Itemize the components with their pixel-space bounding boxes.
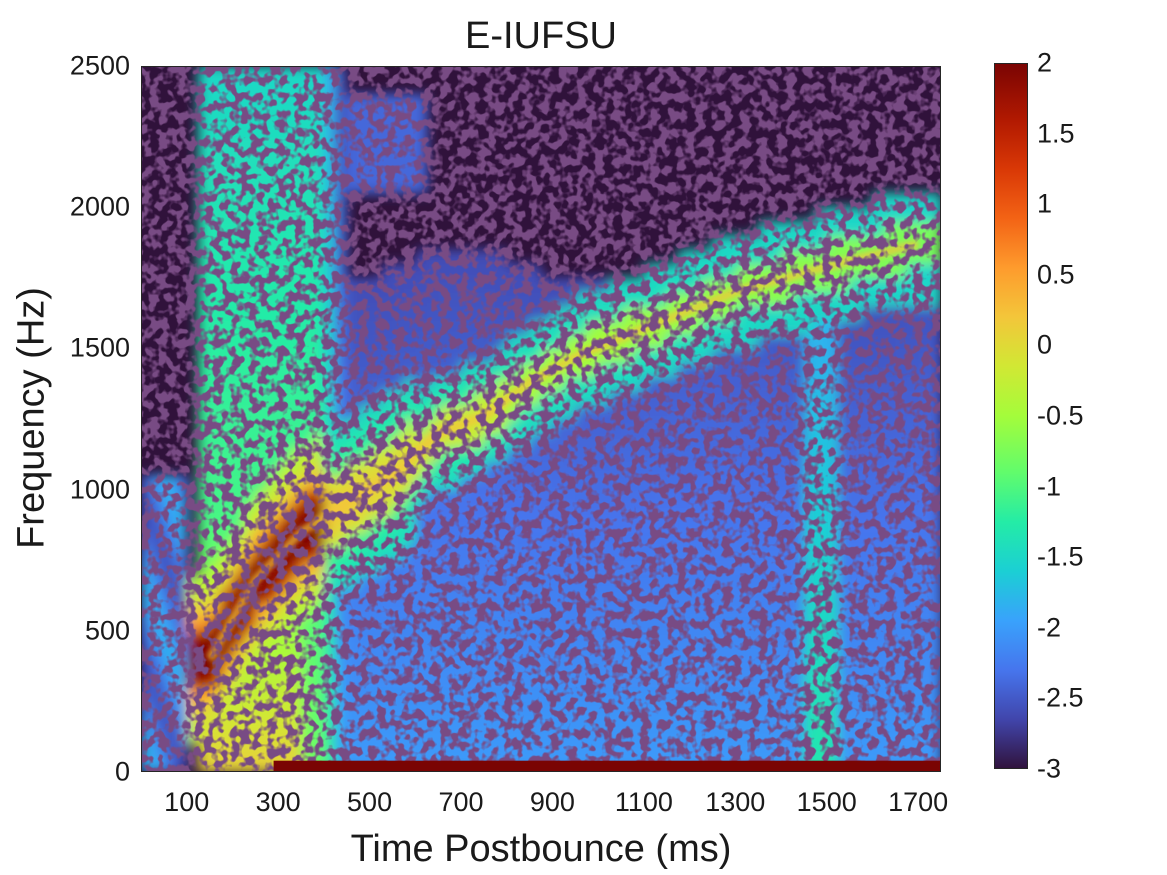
plot-area	[141, 66, 941, 772]
x-tick-label: 1300	[705, 787, 766, 817]
colorbar-tick-label: -0.5	[1037, 400, 1084, 431]
colorbar-tick-label: 2	[1037, 47, 1053, 78]
spectrogram-heatmap	[141, 66, 941, 772]
colorbar-tick-label: 0.5	[1037, 259, 1075, 290]
y-tick-label: 500	[84, 615, 130, 646]
colorbar-gradient	[994, 63, 1028, 769]
x-axis-label: Time Postbounce (ms)	[350, 828, 732, 870]
x-tick-label: 1500	[796, 787, 857, 817]
x-tick-label: 1700	[888, 787, 949, 817]
y-tick-label: 2500	[69, 50, 130, 81]
colorbar-tick-label: -3	[1037, 753, 1062, 784]
chart-title: E-IUFSU	[465, 15, 617, 57]
x-tick-label: 700	[438, 787, 484, 817]
x-tick-label: 100	[164, 787, 210, 817]
colorbar-tick-label: -2	[1037, 612, 1062, 643]
low-frequency-band	[273, 760, 941, 772]
colorbar-tick-label: 1	[1037, 188, 1053, 219]
y-tick-label: 1500	[69, 332, 130, 363]
y-tick-label: 1000	[69, 474, 130, 505]
colorbar	[994, 63, 1028, 769]
colorbar-tick-label: -1	[1037, 471, 1062, 502]
y-axis-label: Frequency (Hz)	[10, 287, 53, 549]
heatmap-speckle	[141, 66, 941, 772]
colorbar-tick-label: -1.5	[1037, 541, 1084, 572]
y-tick-label: 2000	[69, 191, 130, 222]
low-frequency-band-layer	[273, 760, 941, 772]
colorbar-tick-label: 0	[1037, 329, 1053, 360]
x-tick-label: 300	[255, 787, 301, 817]
y-tick-label: 0	[114, 756, 130, 787]
colorbar-tick-label: 1.5	[1037, 118, 1075, 149]
x-tick-label: 900	[529, 787, 575, 817]
x-tick-label: 1100	[614, 787, 673, 817]
colorbar-tick-label: -2.5	[1037, 682, 1084, 713]
x-tick-label: 500	[347, 787, 393, 817]
